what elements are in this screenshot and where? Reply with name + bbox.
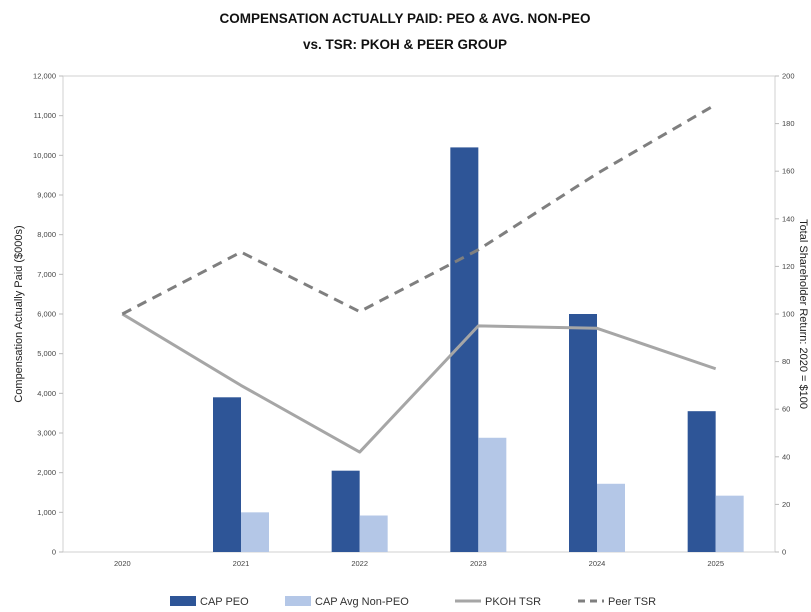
- legend-cap-peo-label: CAP PEO: [200, 596, 249, 608]
- bar-cap-peo-2024: [569, 314, 597, 552]
- bar-cap-peo-2022: [331, 470, 360, 552]
- y-tick-label: 8,000: [37, 230, 56, 239]
- x-tick-label: 2024: [589, 559, 606, 568]
- y2-axis-ticks: 0 20 40 60 80 100 120 140 160 180 200: [775, 72, 795, 557]
- y2-tick-label: 180: [782, 119, 795, 128]
- y2-tick-label: 0: [782, 548, 786, 557]
- y-tick-label: 11,000: [34, 111, 56, 120]
- legend-cap-peo-swatch: [170, 596, 196, 606]
- legend-cap-avg-non-peo-label: CAP Avg Non-PEO: [315, 596, 409, 608]
- legend-pkoh-tsr-label: PKOH TSR: [485, 596, 541, 608]
- y2-axis-label: Total Shareholder Return: 2020 = $100: [797, 219, 809, 409]
- x-tick-label: 2020: [114, 559, 131, 568]
- y2-tick-label: 100: [782, 310, 795, 319]
- x-tick-label: 2023: [470, 559, 487, 568]
- plot-area: [62, 75, 776, 553]
- chart-title: COMPENSATION ACTUALLY PAID: PEO & AVG. N…: [219, 11, 590, 26]
- y-tick-label: 6,000: [37, 310, 56, 319]
- y-tick-label: 4,000: [37, 389, 56, 398]
- x-tick-label: 2021: [233, 559, 250, 568]
- y-tick-label: 12,000: [33, 72, 56, 81]
- y2-tick-label: 60: [782, 405, 790, 414]
- y2-tick-label: 200: [782, 72, 795, 81]
- y-tick-label: 9,000: [37, 191, 56, 200]
- y2-tick-label: 160: [782, 167, 795, 176]
- y-tick-label: 10,000: [33, 151, 56, 160]
- y-tick-label: 2,000: [37, 468, 56, 477]
- y-tick-label: 7,000: [37, 270, 56, 279]
- line-pkoh-tsr: [121, 312, 717, 454]
- y2-tick-label: 20: [782, 500, 790, 509]
- y-tick-label: 5,000: [37, 349, 56, 358]
- x-tick-label: 2025: [707, 559, 724, 568]
- y-tick-label: 3,000: [37, 429, 56, 438]
- bar-cap-avg-non-peo-2023: [478, 437, 507, 552]
- y2-tick-label: 40: [782, 452, 790, 461]
- y-axis-label: Compensation Actually Paid ($000s): [13, 225, 25, 402]
- bars: [213, 147, 744, 552]
- y-tick-label: 1,000: [37, 508, 56, 517]
- bar-cap-avg-non-peo-2022: [359, 515, 388, 552]
- legend-cap-avg-non-peo-swatch: [285, 596, 311, 606]
- x-axis-ticks: 2020 2021 2022 2023 2024 2025: [114, 559, 724, 568]
- bar-cap-peo-2021: [213, 397, 241, 552]
- bar-cap-peo-2025: [687, 411, 716, 552]
- y2-tick-label: 80: [782, 357, 790, 366]
- legend: CAP PEO CAP Avg Non-PEO PKOH TSR Peer TSR: [170, 596, 656, 608]
- x-tick-label: 2022: [351, 559, 368, 568]
- legend-peer-tsr-label: Peer TSR: [608, 596, 656, 608]
- bar-cap-avg-non-peo-2025: [715, 495, 744, 552]
- bar-cap-avg-non-peo-2021: [241, 512, 269, 552]
- y-axis-ticks: 0 1,000 2,000 3,000 4,000 5,000 6,000 7,000 8,00…: [33, 72, 63, 557]
- bar-cap-avg-non-peo-2024: [597, 483, 625, 552]
- lines: [121, 103, 717, 454]
- y2-tick-label: 120: [782, 262, 795, 271]
- y-tick-label: 0: [52, 548, 56, 557]
- line-peer-tsr: [121, 103, 717, 316]
- chart-subtitle: vs. TSR: PKOH & PEER GROUP: [303, 37, 507, 52]
- y2-tick-label: 140: [782, 214, 795, 223]
